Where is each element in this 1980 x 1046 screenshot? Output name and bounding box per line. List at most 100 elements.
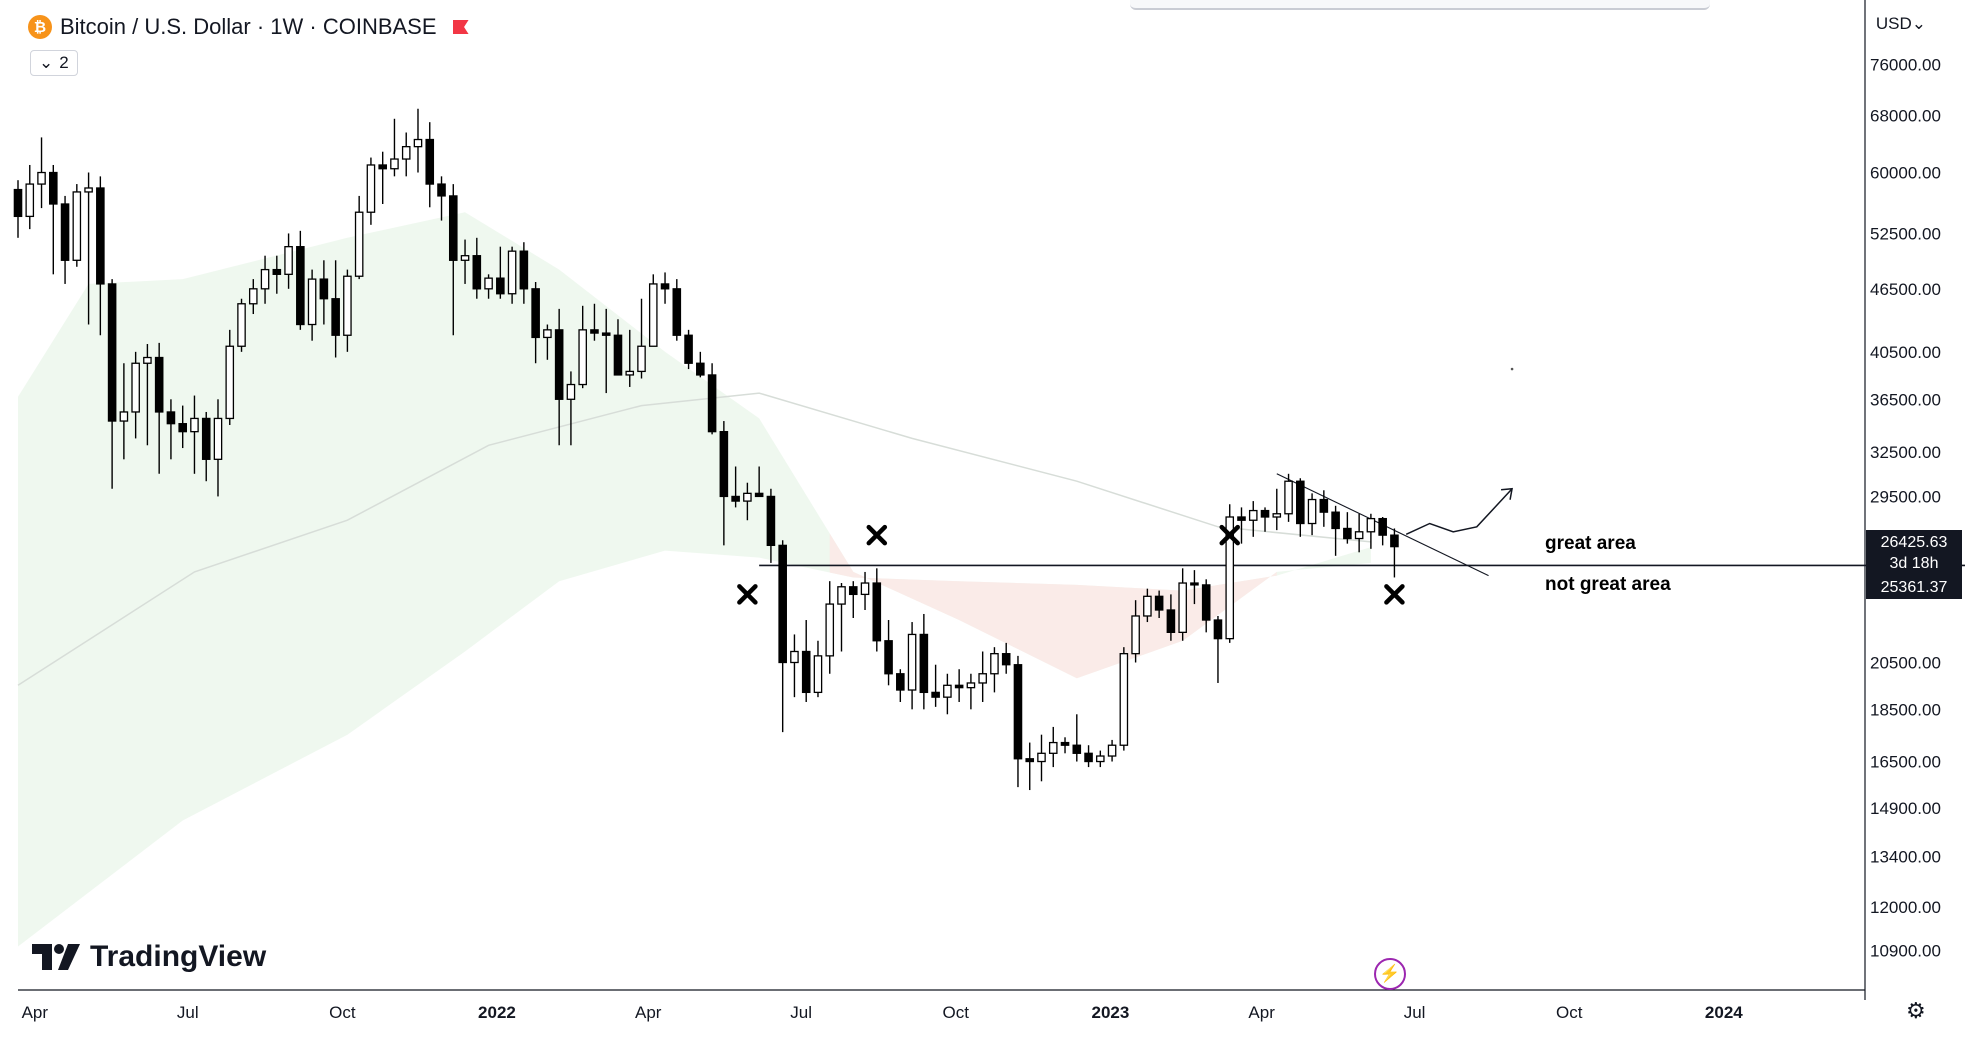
candle-body	[272, 268, 282, 275]
candle	[237, 298, 246, 352]
candle	[872, 568, 882, 652]
currency-selector[interactable]: USD⌄	[1875, 14, 1926, 33]
candle	[472, 237, 482, 299]
candle-body	[1178, 582, 1187, 633]
candle-body	[1201, 584, 1211, 621]
candle-body	[754, 492, 764, 498]
x-mark-stroke	[1219, 524, 1240, 546]
candle	[1096, 750, 1105, 768]
candle-body	[248, 288, 258, 305]
candle	[178, 405, 187, 449]
candle-body	[378, 164, 387, 170]
gear-icon[interactable]: ⚙	[1906, 998, 1926, 1023]
candle-body	[84, 187, 93, 193]
lightning-icon[interactable]: ⚡	[1374, 958, 1406, 990]
y-tick-label: 46500.00	[1870, 280, 1941, 299]
symbol-header: ₿ Bitcoin / U.S. Dollar · 1W · COINBASE	[28, 14, 469, 40]
candle-body	[296, 246, 305, 326]
candle	[801, 620, 811, 702]
candle-body	[1225, 516, 1235, 640]
x-tick-label: Apr	[635, 1003, 662, 1022]
candle	[625, 329, 635, 387]
candle	[37, 137, 46, 209]
candle	[543, 324, 552, 360]
tradingview-icon	[32, 944, 80, 970]
stray-dot	[1510, 367, 1514, 371]
candle-body	[48, 171, 58, 205]
candle-body	[978, 673, 987, 684]
tradingview-logo[interactable]: TradingView	[32, 940, 266, 974]
candle	[1272, 488, 1282, 531]
flag-icon[interactable]	[452, 20, 469, 34]
x-mark-stroke	[737, 584, 758, 605]
candle	[837, 583, 846, 652]
candle	[1143, 588, 1152, 623]
candle-body	[801, 650, 811, 694]
candle-body	[672, 288, 682, 336]
y-tick-label: 12000.00	[1870, 898, 1941, 917]
candle	[848, 581, 858, 618]
candle-body	[554, 329, 564, 400]
candle	[990, 647, 999, 693]
candle	[1084, 745, 1093, 768]
candle	[1178, 568, 1187, 641]
moving-average-line	[17, 392, 1371, 686]
candle-body	[1013, 664, 1023, 760]
candle-body	[613, 334, 623, 376]
candle-body	[954, 684, 964, 689]
candle	[860, 571, 870, 610]
candle-body	[696, 362, 705, 376]
candle	[72, 184, 82, 267]
candle-body	[601, 332, 611, 336]
candle-body	[1296, 480, 1305, 525]
x-mark-icon	[866, 524, 888, 546]
candle-body	[366, 164, 376, 213]
candle	[907, 622, 917, 710]
candle-body	[1001, 653, 1011, 666]
candle	[307, 269, 317, 341]
x-tick-label: Oct	[329, 1003, 356, 1022]
top-drawer-handle[interactable]	[1130, 0, 1710, 10]
candle	[1248, 501, 1258, 537]
candle-body	[401, 146, 411, 160]
candle	[401, 132, 411, 177]
candle-body	[507, 250, 517, 295]
last-price-tag: 26425.63 3d 18h	[1866, 530, 1962, 578]
candle-body	[1260, 509, 1270, 518]
candle	[84, 172, 93, 325]
candle-body	[907, 633, 917, 691]
candle-body	[154, 356, 164, 413]
y-tick-label: 10900.00	[1870, 942, 1941, 961]
candle	[1107, 739, 1117, 762]
indicator-toggle-button[interactable]: ⌄ 2	[30, 50, 78, 76]
symbol-title[interactable]: Bitcoin / U.S. Dollar · 1W · COINBASE	[60, 14, 437, 39]
candle	[1201, 579, 1211, 633]
candle	[1190, 570, 1199, 605]
candle	[1154, 590, 1164, 618]
candle	[296, 230, 305, 330]
candle	[260, 255, 270, 304]
candle	[1260, 507, 1270, 532]
x-tick-label: 2023	[1091, 1003, 1129, 1022]
candle	[966, 673, 976, 710]
candle	[648, 274, 658, 347]
candle-body	[966, 682, 976, 689]
candle	[1119, 647, 1129, 751]
candle-body	[1390, 534, 1399, 548]
candle	[813, 640, 823, 698]
candle	[1378, 516, 1387, 546]
y-tick-label: 52500.00	[1870, 224, 1941, 243]
candle-body	[684, 334, 693, 364]
candle	[578, 305, 587, 389]
candle	[366, 157, 376, 225]
candle	[1060, 737, 1070, 754]
y-tick-label: 32500.00	[1870, 443, 1941, 462]
band-area-red	[829, 533, 1277, 679]
candle	[213, 399, 223, 497]
candle	[154, 342, 164, 474]
candle	[590, 303, 599, 341]
candle-body	[531, 288, 540, 339]
candle-body	[284, 246, 293, 275]
